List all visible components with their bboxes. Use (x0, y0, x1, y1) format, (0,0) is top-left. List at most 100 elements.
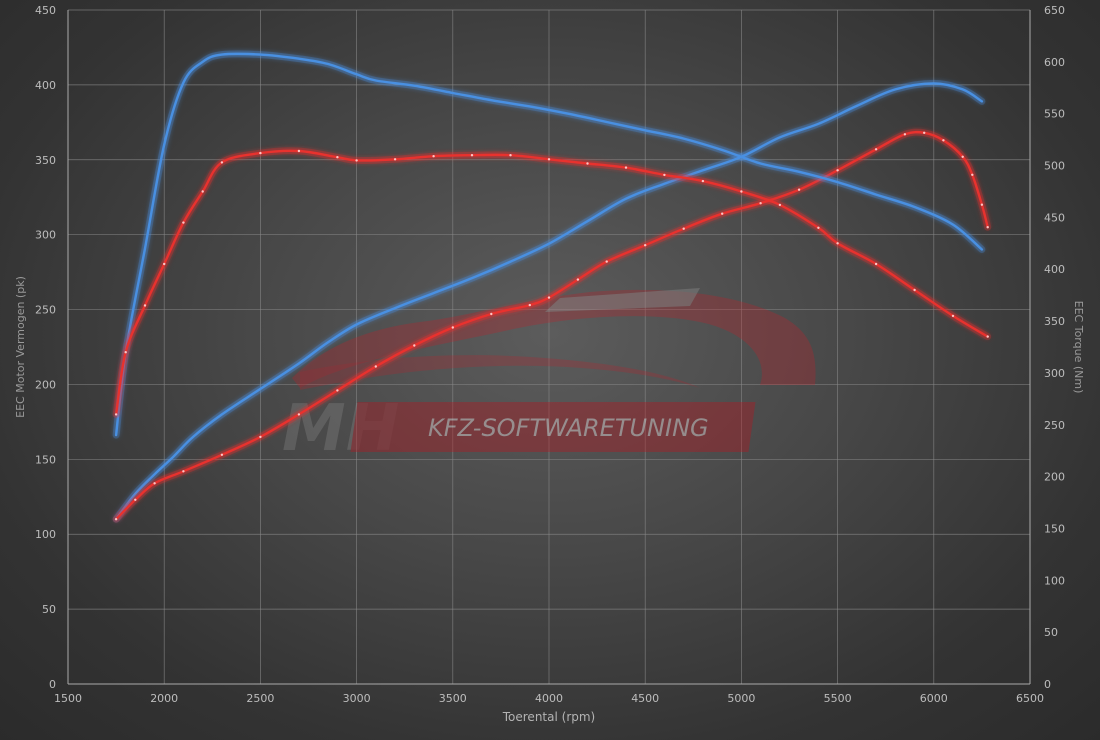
tick-labels: 1500 2000 2500 3000 3500 4000 4500 5000 5500 6000… (35, 4, 1065, 705)
data-point (529, 105, 531, 107)
data-point (981, 248, 983, 250)
data-point (874, 262, 878, 266)
data-point (394, 307, 396, 309)
data-point (962, 88, 964, 90)
data-point (153, 482, 156, 485)
data-point (509, 260, 511, 262)
data-point (682, 227, 685, 230)
series-2-torque (112, 50, 986, 439)
y-right-tick-label: 0 (1044, 678, 1051, 691)
data-point (702, 169, 704, 171)
y-right-tick-label: 50 (1044, 626, 1058, 639)
data-point (913, 206, 915, 208)
data-point (182, 470, 185, 473)
data-point (981, 100, 983, 102)
x-tick-label: 2000 (150, 692, 178, 705)
car-swoosh (300, 355, 700, 390)
data-point (375, 79, 377, 81)
data-point (740, 190, 743, 193)
data-point (413, 85, 415, 87)
data-point (173, 455, 175, 457)
data-point (942, 139, 945, 142)
data-point (509, 154, 512, 157)
data-point (134, 498, 137, 501)
x-tick-label: 3500 (439, 692, 467, 705)
y-left-tick-label: 150 (35, 453, 56, 466)
data-point (567, 113, 569, 115)
data-point (470, 154, 474, 157)
data-point (797, 188, 801, 191)
data-point (759, 162, 761, 164)
data-point (220, 161, 224, 164)
data-point (663, 173, 666, 177)
data-point (836, 169, 839, 172)
data-point (413, 344, 416, 347)
data-point (971, 173, 974, 176)
data-point (836, 181, 838, 183)
data-point (182, 81, 184, 83)
data-point (221, 413, 223, 415)
data-point (952, 223, 954, 225)
x-tick-label: 6500 (1016, 692, 1044, 705)
data-point (259, 53, 261, 55)
y-axis-right-label: EEC Torque (Nm) (1072, 301, 1085, 394)
curves (112, 50, 992, 523)
y-left-tick-label: 350 (35, 154, 56, 167)
series-1-power (112, 128, 992, 523)
y-right-tick-label: 400 (1044, 263, 1065, 276)
data-point (114, 413, 118, 416)
data-point (471, 277, 473, 279)
data-point (490, 312, 493, 316)
data-point (547, 158, 551, 161)
x-tick-label: 3000 (343, 692, 371, 705)
series-line (114, 52, 984, 437)
data-point (115, 434, 117, 436)
y-axis-left-label: EEC Motor Vermogen (pk) (14, 276, 27, 418)
data-point (606, 121, 608, 123)
data-point (202, 61, 204, 63)
data-point (355, 323, 357, 325)
y-left-tick-label: 250 (35, 304, 56, 317)
data-point (327, 63, 329, 65)
data-point (182, 221, 185, 224)
series-3-torque (112, 147, 992, 418)
x-tick-label: 6000 (920, 692, 948, 705)
data-point (903, 133, 907, 136)
data-point (114, 518, 118, 521)
y-right-tick-label: 150 (1044, 522, 1065, 535)
grid (67, 9, 1031, 685)
data-point (817, 123, 819, 125)
data-point (153, 473, 155, 475)
data-point (874, 148, 878, 151)
data-point (951, 314, 955, 318)
y-left-tick-label: 0 (49, 678, 56, 691)
data-point (961, 155, 964, 158)
car-window (545, 288, 700, 312)
data-point (336, 156, 339, 159)
y-right-tick-label: 550 (1044, 108, 1065, 121)
data-point (875, 193, 877, 195)
y-left-tick-label: 100 (35, 528, 56, 541)
x-axis-label: Toerental (rpm) (502, 710, 595, 724)
data-point (259, 151, 262, 155)
data-point (625, 198, 627, 200)
logo-letters: MH (282, 392, 399, 466)
data-point (355, 73, 357, 75)
data-point (451, 326, 454, 329)
y-right-tick-label: 500 (1044, 160, 1065, 173)
data-point (259, 435, 262, 439)
y-right-tick-label: 600 (1044, 56, 1065, 69)
data-point (894, 88, 896, 90)
data-point (259, 388, 261, 390)
data-point (759, 202, 762, 205)
data-point (452, 92, 454, 94)
data-point (327, 341, 329, 343)
tagline-banner (350, 402, 756, 452)
data-point (297, 413, 301, 416)
y-right-tick-label: 250 (1044, 419, 1065, 432)
data-point (933, 82, 935, 84)
mh-logo-watermark: MH KFZ-SOFTWARETUNING (282, 288, 816, 466)
data-point (432, 155, 435, 158)
data-point (298, 362, 300, 364)
y-right-tick-label: 450 (1044, 211, 1065, 224)
